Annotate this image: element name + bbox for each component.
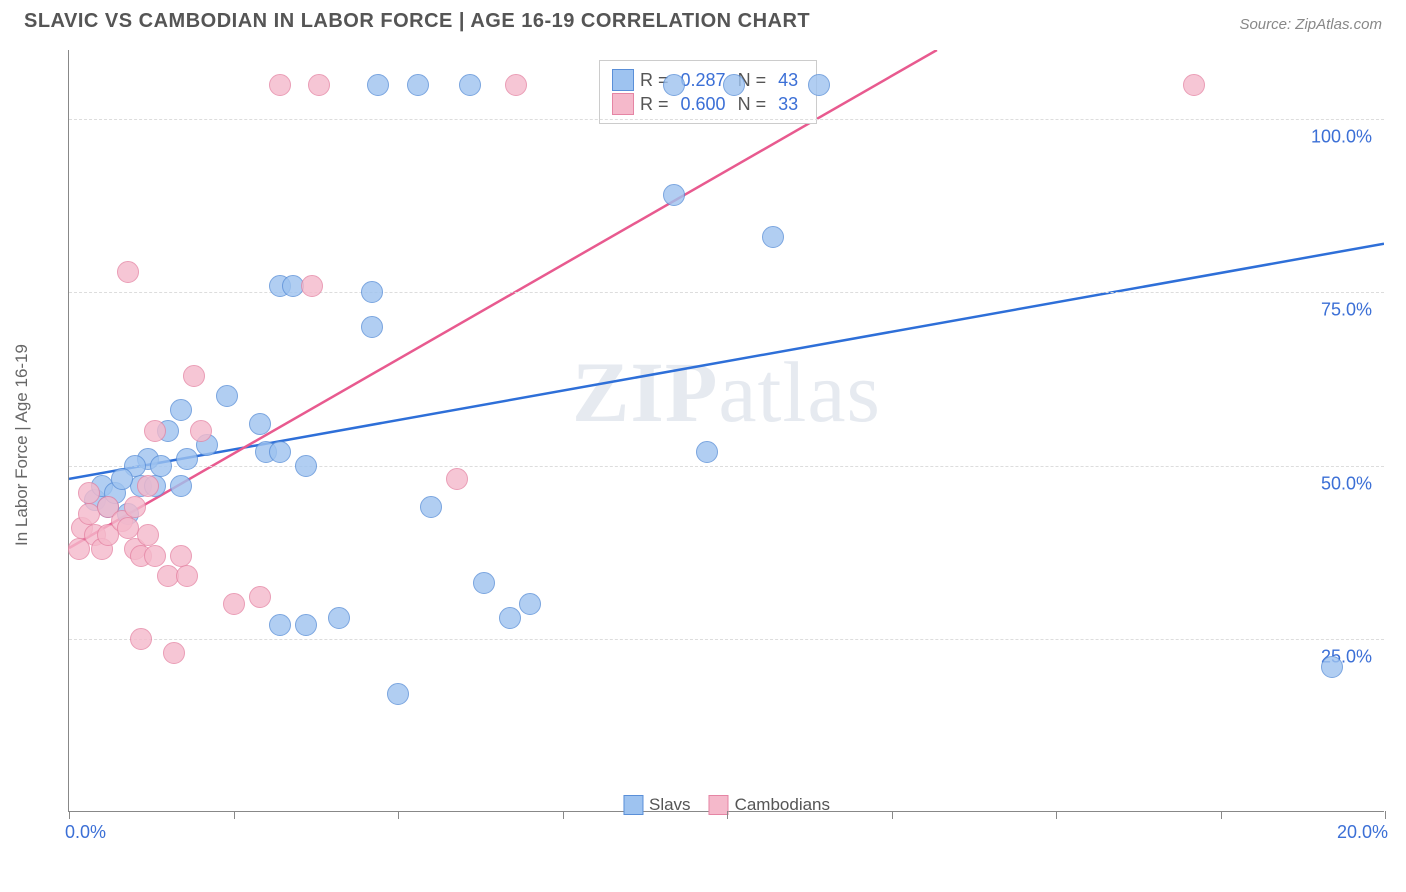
data-point (137, 475, 159, 497)
source-label: Source: ZipAtlas.com (1239, 16, 1382, 33)
x-tick (563, 811, 564, 819)
data-point (144, 545, 166, 567)
legend-row: R = 0.600 N = 33 (612, 93, 804, 115)
r-label: R = (640, 94, 669, 115)
r-value: 0.287 (681, 70, 726, 91)
gridline (69, 639, 1384, 640)
data-point (269, 74, 291, 96)
data-point (505, 74, 527, 96)
n-value: 43 (778, 70, 798, 91)
data-point (130, 628, 152, 650)
data-point (176, 565, 198, 587)
data-point (295, 455, 317, 477)
data-point (808, 74, 830, 96)
data-point (473, 572, 495, 594)
x-tick (1385, 811, 1386, 819)
data-point (111, 468, 133, 490)
chart-container: In Labor Force | Age 16-19 ZIPatlas R =0… (22, 50, 1384, 840)
data-point (387, 683, 409, 705)
x-tick (1221, 811, 1222, 819)
legend-item: Slavs (623, 795, 691, 815)
data-point (157, 565, 179, 587)
legend-swatch (623, 795, 643, 815)
data-point (499, 607, 521, 629)
y-tick-label: 100.0% (1311, 127, 1372, 148)
x-tick-label: 0.0% (65, 822, 106, 843)
data-point (696, 441, 718, 463)
data-point (137, 524, 159, 546)
data-point (663, 184, 685, 206)
data-point (663, 74, 685, 96)
data-point (301, 275, 323, 297)
data-point (459, 74, 481, 96)
legend-row: R =0.287N =43 (612, 69, 804, 91)
data-point (117, 517, 139, 539)
data-point (269, 441, 291, 463)
data-point (1183, 74, 1205, 96)
x-tick (727, 811, 728, 819)
y-tick-label: 50.0% (1321, 473, 1372, 494)
data-point (249, 586, 271, 608)
watermark: ZIPatlas (572, 342, 881, 442)
data-point (295, 614, 317, 636)
y-tick-label: 75.0% (1321, 300, 1372, 321)
x-tick-label: 20.0% (1337, 822, 1388, 843)
data-point (762, 226, 784, 248)
legend-swatch (612, 69, 634, 91)
n-label: N = (738, 94, 767, 115)
data-point (361, 281, 383, 303)
x-tick (1056, 811, 1057, 819)
gridline (69, 466, 1384, 467)
data-point (723, 74, 745, 96)
data-point (117, 261, 139, 283)
x-tick (892, 811, 893, 819)
data-point (170, 399, 192, 421)
gridline (69, 119, 1384, 120)
y-axis-label: In Labor Force | Age 16-19 (12, 344, 32, 546)
data-point (78, 503, 100, 525)
data-point (183, 365, 205, 387)
data-point (420, 496, 442, 518)
gridline (69, 292, 1384, 293)
data-point (78, 482, 100, 504)
data-point (328, 607, 350, 629)
r-value: 0.600 (681, 94, 726, 115)
data-point (519, 593, 541, 615)
data-point (361, 316, 383, 338)
legend-swatch (709, 795, 729, 815)
chart-title: SLAVIC VS CAMBODIAN IN LABOR FORCE | AGE… (24, 10, 810, 33)
data-point (190, 420, 212, 442)
n-value: 33 (778, 94, 798, 115)
data-point (144, 420, 166, 442)
data-point (308, 74, 330, 96)
data-point (223, 593, 245, 615)
data-point (407, 74, 429, 96)
data-point (446, 468, 468, 490)
plot-area: ZIPatlas R =0.287N =43 R = 0.600 N = 33 Slav… (68, 50, 1384, 812)
x-tick (234, 811, 235, 819)
data-point (1321, 656, 1343, 678)
data-point (150, 455, 172, 477)
data-point (176, 448, 198, 470)
legend-swatch (612, 93, 634, 115)
data-point (367, 74, 389, 96)
data-point (163, 642, 185, 664)
data-point (170, 475, 192, 497)
data-point (124, 496, 146, 518)
data-point (249, 413, 271, 435)
legend-label: Cambodians (735, 795, 830, 815)
x-tick (398, 811, 399, 819)
data-point (216, 385, 238, 407)
x-tick (69, 811, 70, 819)
legend-label: Slavs (649, 795, 691, 815)
correlation-legend: R =0.287N =43 R = 0.600 N = 33 (599, 60, 817, 124)
data-point (282, 275, 304, 297)
data-point (269, 614, 291, 636)
data-point (170, 545, 192, 567)
